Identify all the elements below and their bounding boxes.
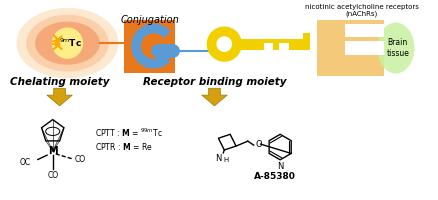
Bar [345, 24, 384, 37]
Text: M: M [48, 146, 57, 156]
Text: A-85380: A-85380 [254, 172, 296, 181]
Ellipse shape [35, 22, 100, 65]
Polygon shape [47, 88, 72, 106]
Bar [345, 41, 384, 55]
Bar [124, 20, 175, 73]
Text: N: N [277, 162, 283, 171]
Circle shape [216, 36, 232, 52]
Text: CO: CO [47, 171, 58, 180]
Bar [318, 20, 384, 76]
Text: Conjugation: Conjugation [120, 15, 179, 25]
Text: Receptor binding moiety: Receptor binding moiety [143, 77, 286, 87]
Polygon shape [202, 88, 227, 106]
Text: Chelating moiety: Chelating moiety [10, 77, 110, 87]
Text: CPTT : $\mathbf{M}$ = $^{99m}$Tc: CPTT : $\mathbf{M}$ = $^{99m}$Tc [95, 126, 162, 139]
Text: O: O [256, 140, 262, 149]
Text: H: H [223, 157, 229, 163]
Text: Brain
tissue: Brain tissue [386, 38, 409, 58]
Bar [240, 39, 303, 50]
Bar [303, 33, 310, 50]
Text: N: N [215, 154, 222, 163]
Text: OC: OC [20, 158, 31, 167]
Bar [279, 43, 289, 50]
Ellipse shape [377, 23, 414, 74]
Text: $^{99m}$Tc: $^{99m}$Tc [55, 37, 82, 49]
Text: nicotinic acetylcholine receptors
(nAChRs): nicotinic acetylcholine receptors (nAChR… [304, 4, 418, 17]
Text: CPTR : $\mathbf{M}$ = Re: CPTR : $\mathbf{M}$ = Re [95, 141, 152, 152]
Circle shape [52, 27, 83, 59]
Circle shape [207, 26, 242, 62]
Bar [264, 43, 273, 50]
Ellipse shape [26, 15, 109, 72]
Text: CO: CO [74, 155, 85, 164]
Ellipse shape [17, 8, 118, 78]
